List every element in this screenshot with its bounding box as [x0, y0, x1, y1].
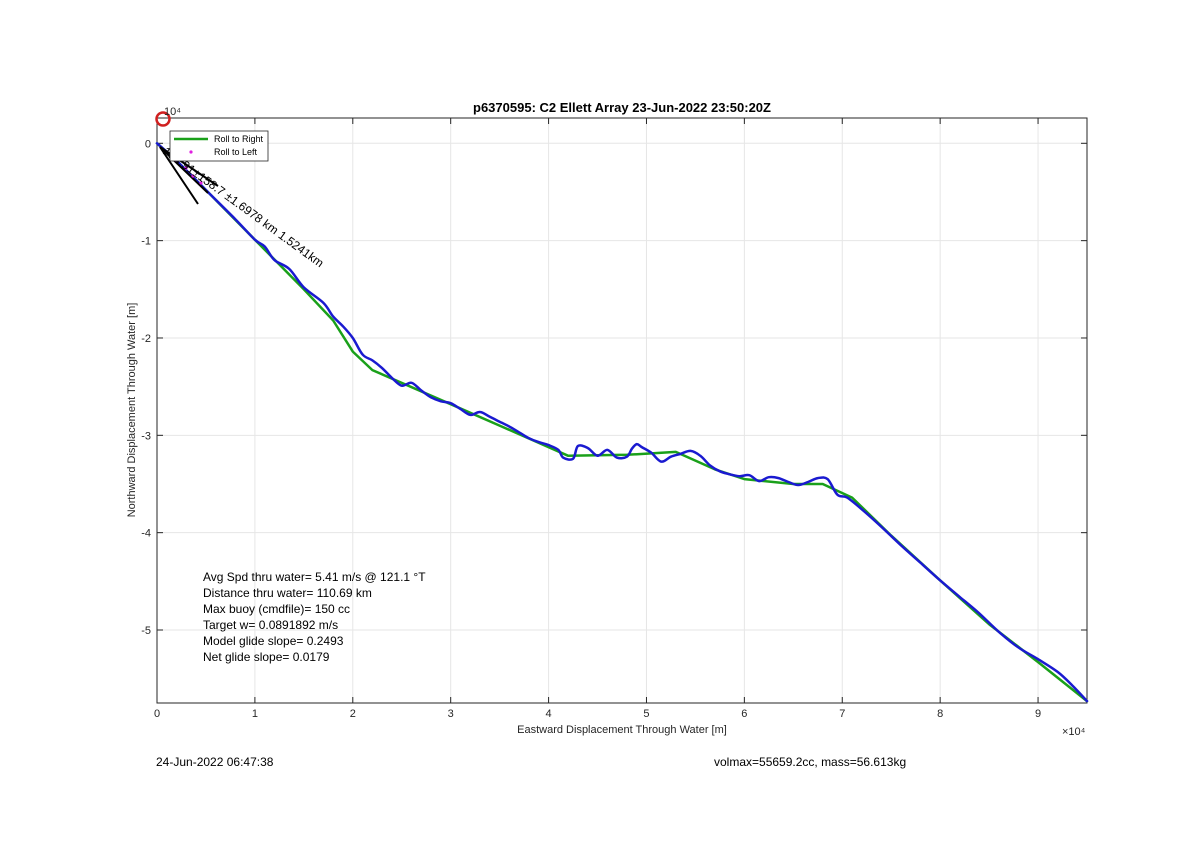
x-tick-label: 4: [546, 708, 552, 720]
y-tick-label: -4: [141, 528, 151, 540]
legend: Roll to Right Roll to Left: [169, 130, 269, 162]
heading-vector-2: [159, 146, 209, 194]
plot-area-frame: [156, 117, 1088, 704]
legend-label-roll-right: Roll to Right: [214, 134, 264, 144]
footer-vehicle-info: volmax=55659.2cc, mass=56.613kg: [714, 755, 906, 769]
heading-vector-3: [159, 146, 199, 205]
x-tick-label: 3: [448, 708, 454, 720]
footer-timestamp: 24-Jun-2022 06:47:38: [156, 755, 274, 769]
y-tick-label: -1: [141, 236, 151, 248]
annotation-net-glide: Net glide slope= 0.0179: [203, 650, 330, 664]
x-tick-label: 5: [643, 708, 649, 720]
start-circle-marker: [155, 111, 171, 127]
annotation-model-glide: Model glide slope= 0.2493: [203, 634, 344, 648]
annotation-distance: Distance thru water= 110.69 km: [203, 586, 372, 600]
legend-swatch-roll-left: [189, 150, 193, 154]
legend-box: [169, 130, 269, 162]
grid: [156, 118, 1087, 703]
series-line-dive-track: [155, 142, 1089, 703]
x-axis-exponent: ×10⁴: [1062, 726, 1086, 738]
annotation-max-buoy: Max buoy (cmdfile)= 150 cc: [203, 602, 350, 616]
y-axis: 0 -1 -2 -3 -4 -5: [141, 138, 1087, 637]
annotation-target-w: Target w= 0.0891892 m/s: [203, 618, 338, 632]
x-tick-label: 1: [252, 708, 258, 720]
x-tick-label: 6: [741, 708, 747, 720]
roll-left-marker-2: [184, 166, 188, 170]
y-axis-label: Northward Displacement Through Water [m]: [126, 303, 138, 518]
x-axis: 0 1 2 3 4 5 6 7 8 9: [154, 118, 1041, 720]
y-tick-label: -3: [141, 430, 151, 442]
x-tick-label: 8: [937, 708, 943, 720]
roll-left-marker-3: [191, 174, 195, 178]
x-tick-label: 7: [839, 708, 845, 720]
course-label: 184.91±158.7 ±1.6978 km 1.5241km: [160, 144, 326, 270]
x-tick-label: 2: [350, 708, 356, 720]
legend-label-roll-left: Roll to Left: [214, 147, 258, 157]
series-layer: [155, 142, 1089, 703]
x-axis-label: Eastward Displacement Through Water [m]: [517, 724, 727, 736]
x-tick-label: 9: [1035, 708, 1041, 720]
y-tick-label: -2: [141, 333, 151, 345]
y-tick-label: 0: [145, 138, 151, 150]
annotation-avg-speed: Avg Spd thru water= 5.41 m/s @ 121.1 °T: [203, 570, 426, 584]
y-tick-label: -5: [141, 625, 151, 637]
chart-title: p6370595: C2 Ellett Array 23-Jun-2022 23…: [473, 100, 771, 115]
x-tick-label: 0: [154, 708, 160, 720]
stats-annotations: Avg Spd thru water= 5.41 m/s @ 121.1 °T …: [203, 570, 426, 664]
y-axis-exponent: 10⁴: [164, 106, 181, 118]
roll-left-marker-4: [199, 181, 203, 185]
